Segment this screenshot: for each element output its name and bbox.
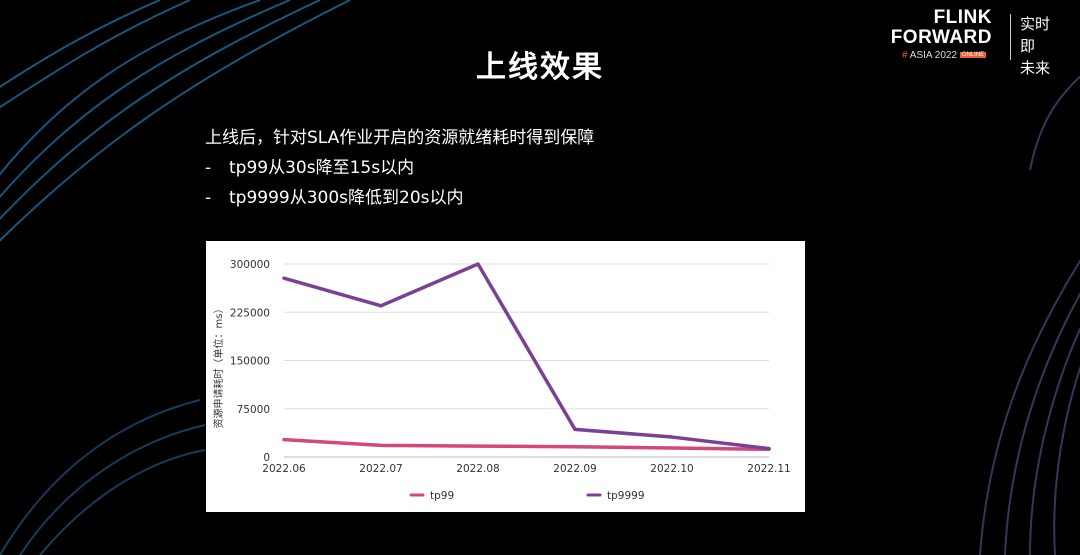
logo-event: # ASIA 2022 ONLINE: [902, 50, 987, 61]
resource-latency-chart: 300000 225000 150000 75000 0 2022.06 2022.07 2…: [206, 241, 805, 512]
logo-wordmark: FLINK FORWARD: [880, 8, 992, 48]
logo-chinese-slogan: 实时即 未来: [1020, 13, 1052, 79]
logo-line2: FORWARD: [890, 27, 992, 48]
logo-hash: #: [902, 50, 908, 61]
logo-divider: [1010, 14, 1011, 60]
bullet-dash: -: [205, 188, 212, 208]
bullet-tp9999-text: tp9999从300s降低到20s以内: [229, 188, 464, 208]
legend-label-tp9999: tp9999: [607, 490, 645, 502]
x-tick-label: 2022.11: [747, 463, 790, 475]
bullet-dash: -: [205, 158, 212, 178]
bullet-intro: 上线后，针对SLA作业开启的资源就绪耗时得到保障: [205, 123, 594, 153]
logo-cn-line2: 未来: [1020, 59, 1051, 77]
logo-event-name: ASIA 2022: [909, 50, 958, 61]
y-tick-label: 225000: [230, 307, 270, 319]
y-axis-label: 资源申请耗时（单位：ms）: [212, 304, 225, 429]
bullet-tp99: - tp99从30s降至15s以内: [205, 153, 594, 183]
logo-cn-line1: 实时即: [1020, 15, 1051, 55]
y-tick-label: 150000: [230, 356, 270, 368]
series-line-tp99: [282, 437, 771, 452]
bullet-tp9999: - tp9999从300s降低到20s以内: [205, 183, 594, 213]
logo-online-badge: ONLINE: [959, 52, 987, 59]
y-tick-label: 300000: [230, 259, 270, 271]
x-tick-label: 2022.10: [650, 463, 693, 475]
logo-line1: FLINK: [933, 7, 992, 28]
x-tick-label: 2022.09: [553, 463, 596, 475]
x-tick-label: 2022.06: [262, 463, 306, 475]
flink-forward-logo: FLINK FORWARD # ASIA 2022 ONLINE 实时即 未来: [880, 8, 1080, 78]
y-tick-label: 75000: [237, 404, 270, 416]
x-tick-label: 2022.07: [359, 463, 402, 475]
bullet-intro-text: 上线后，针对SLA作业开启的资源就绪耗时得到保障: [205, 128, 595, 148]
bullet-tp99-text: tp99从30s降至15s以内: [229, 158, 415, 178]
series-line-tp9999: [282, 262, 771, 451]
bullet-list: 上线后，针对SLA作业开启的资源就绪耗时得到保障 - tp99从30s降至15s以…: [205, 123, 594, 213]
x-tick-label: 2022.08: [456, 463, 499, 475]
line-chart: 300000 225000 150000 75000 0 2022.06 2022.07 2…: [212, 259, 791, 502]
y-tick-label: 0: [263, 452, 270, 464]
legend-label-tp99: tp99: [430, 490, 454, 502]
slide-title: 上线效果: [476, 50, 604, 85]
